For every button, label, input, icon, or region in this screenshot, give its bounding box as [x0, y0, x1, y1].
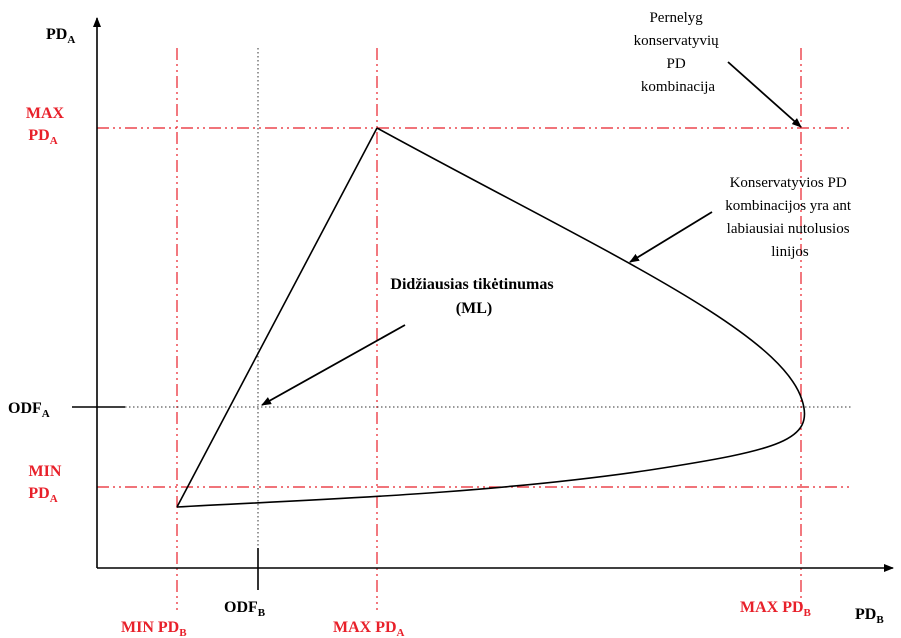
min-pd-a-level-label: MIN PDA	[28, 463, 65, 505]
x-axis-label: PDB	[855, 606, 884, 626]
max-pd-a-level-label: MAX PDA	[26, 105, 68, 147]
y-axis-label: PDA	[46, 26, 75, 46]
overly-conservative-arrow	[727, 61, 802, 128]
max-pd-a-x-label: MAX PDA	[333, 619, 405, 638]
ml-annotation: Didžiausias tikėtinumas (ML)	[390, 276, 557, 317]
max-pd-b-label: MAX PDB	[740, 599, 812, 619]
conservative-arrow	[629, 211, 713, 263]
overly-conservative-annotation: Pernelyg konservatyvių PD kombinacija	[634, 10, 723, 95]
conservative-boundary-curve	[176, 127, 806, 508]
odf-b-label: ODFB	[224, 599, 266, 619]
ml-triangle-edges	[176, 127, 378, 508]
conservative-annotation: Konservatyvios PD kombinacijos yra ant l…	[725, 175, 855, 260]
ml-arrow	[261, 324, 406, 406]
odf-a-label: ODFA	[8, 400, 50, 420]
min-pd-b-label: MIN PDB	[121, 619, 187, 638]
